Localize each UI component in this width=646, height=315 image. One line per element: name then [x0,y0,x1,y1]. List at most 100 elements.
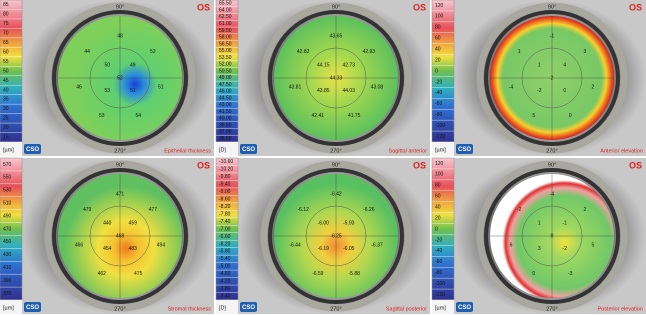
map-value: 52 [117,75,123,81]
map-value: 43.08 [371,85,384,91]
scale-label: 50.50 [219,68,232,74]
angle-label: 270° [546,306,557,312]
map-value: 0 [551,233,554,239]
angle-label: 90° [332,162,340,168]
scale-label: -40 [435,90,442,96]
map-value: 50 [104,63,110,69]
scale-label: 85 [3,2,9,8]
angle-label: 90° [116,4,124,10]
unit-label: [D] [219,305,227,311]
map-value: -6.26 [363,207,375,213]
map-value: 477 [149,207,158,213]
map-value: -4 [550,191,555,197]
unit-box [432,300,454,314]
map-value: -6.12 [297,207,309,213]
unit-label: [µm] [435,147,446,153]
scale-label: -20 [435,79,442,85]
unit-label: [µm] [3,147,14,153]
map-value: 2 [551,75,554,81]
scale-label: -5.80 [219,249,231,255]
map-value: 475 [134,271,143,277]
scale-label: -100 [435,123,445,129]
map-value: -2 [563,246,568,252]
scale-label: -9.40 [219,181,231,187]
scale-label: 120 [435,161,444,167]
angle-label: 270° [330,306,341,312]
angle-label: 90° [332,4,340,10]
scale-label: -120 [435,292,445,298]
outer-ring [476,160,628,312]
map-value: 0 [532,271,535,277]
eye-label: OS [413,2,426,12]
scale-label: -60 [435,259,442,265]
outer-ring [476,2,628,154]
scale-label: 53.50 [219,55,232,61]
scale-label: -80 [435,112,442,118]
scale-label: 0 [435,226,438,232]
map-value: -1 [563,221,568,227]
eye-label: OS [197,160,210,170]
scale-label: -20 [435,237,442,243]
scale-label: 390 [3,278,12,284]
map-value: 51 [158,85,164,91]
scale-label: -7.40 [219,219,231,225]
map-value: 48 [117,33,123,39]
scale-label: 41.50 [219,109,232,115]
map-value: 53 [104,88,110,94]
map-value: 471 [116,191,125,197]
map-value: 5 [592,243,595,249]
panel-title: Anterior elevation [600,148,643,154]
scale-label: 370 [3,291,12,297]
map-value: 49 [130,63,136,69]
scale-label: -9.00 [219,189,231,195]
panel-title: Sagittal anterior [388,148,427,154]
map-value: 46 [76,85,82,91]
scale-label: 40 [3,87,9,93]
scale-label: 20 [3,125,9,131]
map-value: 52 [150,49,156,55]
logo: CSO [26,147,39,153]
scale-label: -8.20 [219,204,231,210]
unit-label: [µm] [435,305,446,311]
logo-box [240,302,257,312]
scale-label: 35 [3,97,9,103]
eye-label: OS [413,160,426,170]
map-value: 466 [75,243,84,249]
map-value: 4 [563,63,566,69]
map-value: 43.65 [330,33,343,39]
logo-box [456,302,473,312]
scale-label: 80 [435,25,441,31]
outer-ring [260,2,412,154]
map-value: 459 [129,221,138,227]
scale-label: 52.00 [219,62,232,68]
logo-box [240,144,257,154]
scale-label: -4.20 [219,279,231,285]
scale-label: 25 [3,116,9,122]
unit-box [216,142,238,156]
scale-label: 56.50 [219,41,232,47]
map-value: 41.75 [348,113,361,119]
map-value: 454 [103,246,112,252]
panel-title: Sagittal posterior [386,306,427,312]
scale-label: -3.40 [219,294,231,300]
map-value: -6.37 [371,243,383,249]
logo: CSO [242,147,255,153]
scale-label: 35.50 [219,136,232,142]
logo-box [24,144,41,154]
scale-label: 44.50 [219,95,232,101]
scale-label: -40 [435,248,442,254]
map-value: -6.59 [312,271,324,277]
scale-label: -5.00 [219,264,231,270]
scale-label: -7.00 [219,226,231,232]
outer-ring [44,160,196,312]
scale-label: 20 [435,215,441,221]
map-value: 494 [157,243,166,249]
map-value: 1 [538,63,541,69]
scale-label: 60 [3,49,9,55]
map-value: -6.00 [318,221,330,227]
inner-ring [484,10,620,146]
map-value: 468 [116,233,125,239]
eye-label: OS [197,2,210,12]
scale-label: 15 [3,135,9,141]
